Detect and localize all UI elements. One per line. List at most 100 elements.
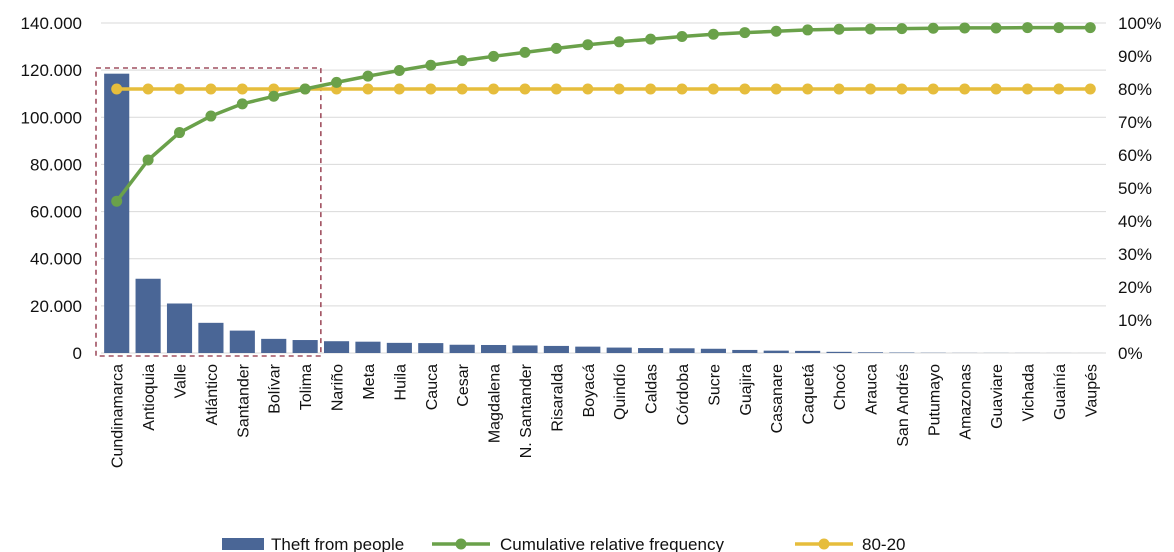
point-80-20 xyxy=(1053,83,1065,95)
y2-tick-label: 60% xyxy=(1118,146,1152,165)
category-label: Santander xyxy=(235,363,252,438)
y2-tick-label: 20% xyxy=(1118,278,1152,297)
category-label: Quindío xyxy=(612,364,629,420)
y-tick-label: 120.000 xyxy=(21,61,82,80)
point-cumulative-relative-frequency xyxy=(739,27,751,39)
category-label: Chocó xyxy=(832,364,849,410)
category-label: Boyacá xyxy=(581,364,598,417)
bar-huila xyxy=(386,342,412,353)
y-tick-label: 60.000 xyxy=(30,203,82,222)
point-cumulative-relative-frequency xyxy=(896,23,908,35)
category-label: Cauca xyxy=(424,364,441,410)
bar-quind-o xyxy=(606,347,632,353)
category-label: Cundinamarca xyxy=(110,364,127,468)
point-cumulative-relative-frequency xyxy=(425,59,437,71)
point-80-20 xyxy=(174,83,186,95)
y2-tick-label: 80% xyxy=(1118,80,1152,99)
point-80-20 xyxy=(1084,83,1096,95)
y-tick-label: 80.000 xyxy=(30,155,82,174)
bar-magdalena xyxy=(481,344,507,353)
y-tick-label: 20.000 xyxy=(30,297,82,316)
pareto-highlight-box xyxy=(95,67,322,357)
bar-atl-ntico xyxy=(198,322,224,353)
point-80-20 xyxy=(393,83,405,95)
legend-label: 80-20 xyxy=(862,535,905,552)
legend-swatch-marker xyxy=(455,538,467,550)
y-tick-label: 100.000 xyxy=(21,108,82,127)
legend-swatch-bar xyxy=(222,538,264,550)
bar-series xyxy=(104,73,1103,353)
point-80-20 xyxy=(927,83,939,95)
point-cumulative-relative-frequency xyxy=(990,22,1002,34)
point-80-20 xyxy=(456,83,468,95)
point-80-20 xyxy=(425,83,437,95)
bar-tolima xyxy=(292,340,318,353)
bar-casanare xyxy=(763,350,789,353)
point-cumulative-relative-frequency xyxy=(707,28,719,40)
legend-swatch-marker xyxy=(818,538,830,550)
point-80-20 xyxy=(645,83,657,95)
point-80-20 xyxy=(896,83,908,95)
category-label: Casanare xyxy=(769,364,786,433)
legend: Theft from people Cumulative relative fre… xyxy=(222,535,905,552)
category-label: N. Santander xyxy=(518,363,535,458)
point-cumulative-relative-frequency xyxy=(205,110,217,122)
point-80-20 xyxy=(142,83,154,95)
category-label: Caquetá xyxy=(801,364,818,425)
bar-antioquia xyxy=(135,278,161,353)
point-cumulative-relative-frequency xyxy=(362,70,374,82)
category-label: San Andrés xyxy=(895,364,912,447)
point-cumulative-relative-frequency xyxy=(519,46,531,58)
category-label: Tolima xyxy=(298,364,315,410)
x-axis-categories: Cundinamarca Antioquia Valle Atlántico Santa… xyxy=(110,363,1101,468)
bar-bol-var xyxy=(261,338,287,353)
point-80-20 xyxy=(205,83,217,95)
bar-cauca xyxy=(418,343,444,353)
point-cumulative-relative-frequency xyxy=(142,154,154,166)
y2-tick-label: 50% xyxy=(1118,179,1152,198)
category-label: Cesar xyxy=(455,363,472,406)
y2-tick-label: 10% xyxy=(1118,311,1152,330)
category-label: Vichada xyxy=(1020,364,1037,422)
point-cumulative-relative-frequency xyxy=(802,24,814,36)
bar-arauca xyxy=(857,352,884,353)
bar-caquet- xyxy=(795,350,821,353)
legend-label: Theft from people xyxy=(271,535,404,552)
y-axis-left: 0 20.000 40.000 60.000 80.000 100.000 120.000 1… xyxy=(21,14,82,363)
y2-tick-label: 40% xyxy=(1118,212,1152,231)
bar-c-rdoba xyxy=(669,348,695,353)
point-80-20 xyxy=(864,83,876,95)
point-cumulative-relative-frequency xyxy=(1053,22,1065,34)
point-cumulative-relative-frequency xyxy=(456,55,468,67)
category-label: Magdalena xyxy=(487,364,504,443)
point-80-20 xyxy=(959,83,971,95)
point-80-20 xyxy=(739,83,751,95)
category-label: Huila xyxy=(392,364,409,401)
bar-boyac- xyxy=(575,346,601,353)
point-80-20 xyxy=(362,83,374,95)
point-cumulative-relative-frequency xyxy=(236,98,248,110)
category-label: Amazonas xyxy=(958,364,975,440)
category-label: Bolívar xyxy=(267,363,284,413)
bar-cesar xyxy=(449,344,475,353)
y2-tick-label: 100% xyxy=(1118,14,1161,33)
point-80-20 xyxy=(707,83,719,95)
point-cumulative-relative-frequency xyxy=(174,127,186,139)
category-label: Guaviare xyxy=(989,364,1006,429)
point-cumulative-relative-frequency xyxy=(550,42,562,54)
category-label: Meta xyxy=(361,364,378,400)
category-label: Antioquia xyxy=(141,364,158,431)
y2-tick-label: 0% xyxy=(1118,344,1143,363)
point-cumulative-relative-frequency xyxy=(645,33,657,45)
highlight-box xyxy=(95,67,322,357)
point-cumulative-relative-frequency xyxy=(1021,22,1033,34)
bar-cundinamarca xyxy=(104,73,130,353)
category-label: Nariño xyxy=(330,364,347,411)
y2-tick-label: 30% xyxy=(1118,245,1152,264)
y-tick-label: 140.000 xyxy=(21,14,82,33)
y2-tick-label: 70% xyxy=(1118,113,1152,132)
point-cumulative-relative-frequency xyxy=(268,90,280,102)
point-80-20 xyxy=(582,83,594,95)
bar-guajira xyxy=(732,349,758,353)
